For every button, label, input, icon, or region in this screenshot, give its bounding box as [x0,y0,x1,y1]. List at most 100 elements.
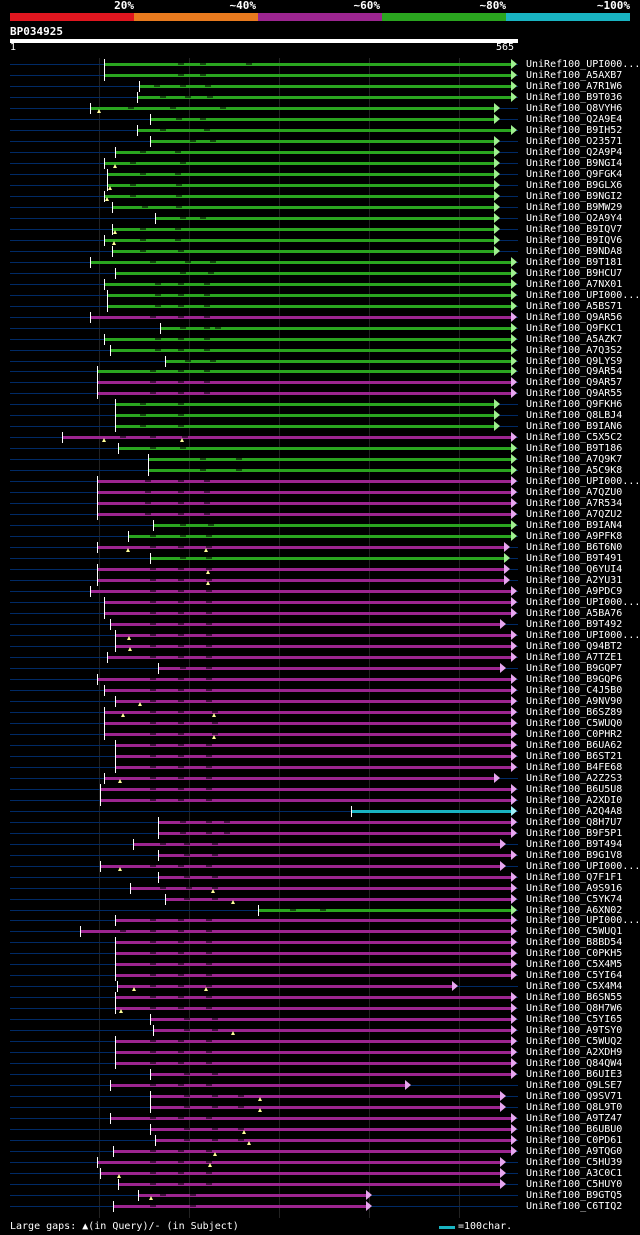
hit-row[interactable]: UniRef100_C5WUQ1 [0,926,640,938]
hit-row[interactable]: UniRef100_Q9LSE7 [0,1080,640,1092]
hit-label[interactable]: UniRef100_A9TQG0 [526,1146,623,1157]
hit-row[interactable]: UniRef100_A7Q3S2 [0,344,640,356]
hit-bar[interactable] [153,524,511,528]
hit-row[interactable]: UniRef100_A3C0C1 [0,1168,640,1179]
hit-label[interactable]: UniRef100_A5AZK7 [526,333,623,345]
hit-bar[interactable] [62,436,511,440]
hit-bar[interactable] [115,634,511,637]
hit-row[interactable]: UniRef100_B9T492 [0,619,640,630]
hit-bar[interactable] [107,304,511,308]
hit-label[interactable]: UniRef100_B9HCU7 [526,267,623,279]
hit-label[interactable]: UniRef100_B9IAN6 [526,421,623,433]
hit-bar[interactable] [97,579,504,583]
hit-row[interactable]: UniRef100_A9NV90 [0,695,640,707]
hit-label[interactable]: UniRef100_A7QZU0 [526,487,623,499]
hit-bar[interactable] [97,513,511,517]
hit-bar[interactable] [104,161,494,165]
hit-row[interactable]: UniRef100_C5HU39 [0,1157,640,1168]
hit-label[interactable]: UniRef100_Q9FGK4 [526,168,623,180]
hit-bar[interactable] [150,1018,511,1022]
hit-row[interactable]: UniRef100_B9NGI4 [0,157,640,169]
hit-bar[interactable] [115,919,511,923]
hit-row[interactable]: UniRef100_A7QZU2 [0,509,640,521]
hit-bar[interactable] [150,557,504,561]
hit-bar[interactable] [130,886,511,890]
hit-label[interactable]: UniRef100_B6T6N0 [526,542,623,554]
hit-row[interactable]: UniRef100_Q8H7W6 [0,1003,640,1015]
hit-label[interactable]: UniRef100_UPI000... [526,915,640,927]
hit-bar[interactable] [351,809,511,813]
hit-row[interactable]: UniRef100_B9GQP7 [0,662,640,674]
hit-label[interactable]: UniRef100_B9IH52 [526,124,623,136]
hit-row[interactable]: UniRef100_B9IQV6 [0,234,640,246]
hit-label[interactable]: UniRef100_B9GQP6 [526,673,623,685]
hit-row[interactable]: UniRef100_B8BD54 [0,937,640,949]
hit-bar[interactable] [104,776,494,780]
hit-label[interactable]: UniRef100_A2XDH9 [526,1047,623,1059]
hit-label[interactable]: UniRef100_B9NDA8 [526,245,623,257]
hit-row[interactable]: UniRef100_Q9FGK4 [0,168,640,180]
hit-row[interactable]: UniRef100_C4J5B0 [0,684,640,696]
hit-row[interactable]: UniRef100_A5C9K8 [0,465,640,477]
hit-label[interactable]: UniRef100_A2YU31 [526,575,623,587]
hit-row[interactable]: UniRef100_A5AXB7 [0,70,640,81]
hit-label[interactable]: UniRef100_A9TSY0 [526,1025,623,1037]
hit-row[interactable]: UniRef100_B9F5P1 [0,827,640,839]
hit-row[interactable]: UniRef100_A7Q9K7 [0,454,640,466]
hit-bar[interactable] [110,348,511,352]
hit-label[interactable]: UniRef100_B9GTQ5 [526,1189,623,1201]
hit-row[interactable]: UniRef100_A9S916 [0,882,640,894]
hit-bar[interactable] [138,1193,366,1197]
hit-row[interactable]: UniRef100_A7R1W6 [0,81,640,92]
hit-bar[interactable] [97,370,511,374]
hit-row[interactable]: UniRef100_C5X4M4 [0,981,640,993]
hit-row[interactable]: UniRef100_Q9FKC1 [0,322,640,334]
hit-bar[interactable] [104,710,511,714]
hit-label[interactable]: UniRef100_A5C9K8 [526,465,623,477]
hit-label[interactable]: UniRef100_Q9AR55 [526,388,623,400]
hit-bar[interactable] [80,930,511,934]
hit-row[interactable]: UniRef100_A7NX01 [0,278,640,290]
hit-label[interactable]: UniRef100_Q94BT2 [526,640,623,652]
hit-bar[interactable] [118,1183,500,1186]
hit-label[interactable]: UniRef100_C5X5C2 [526,432,623,444]
hit-row[interactable]: UniRef100_A2XDI0 [0,794,640,806]
hit-bar[interactable] [115,699,511,703]
hit-bar[interactable] [112,227,494,231]
hit-label[interactable]: UniRef100_C5YI65 [526,1014,623,1026]
hit-bar[interactable] [100,864,500,868]
hit-row[interactable]: UniRef100_A2Z2S3 [0,772,640,784]
hit-label[interactable]: UniRef100_A2Z2S3 [526,772,623,784]
hit-label[interactable]: UniRef100_B6UA62 [526,739,623,751]
hit-bar[interactable] [115,644,511,648]
hit-row[interactable]: UniRef100_A9PFK8 [0,531,640,543]
hit-label[interactable]: UniRef100_B6ST21 [526,750,623,762]
hit-label[interactable]: UniRef100_A5BA76 [526,608,623,619]
hit-bar[interactable] [115,952,511,956]
hit-row[interactable]: UniRef100_Q9LYS9 [0,355,640,367]
hit-bar[interactable] [115,425,494,429]
hit-bar[interactable] [165,897,511,901]
hit-label[interactable]: UniRef100_B9IQV7 [526,223,623,235]
hit-bar[interactable] [139,85,511,88]
hit-bar[interactable] [158,875,511,879]
hit-bar[interactable] [148,458,511,462]
hit-row[interactable]: UniRef100_B9NDA8 [0,245,640,257]
hit-bar[interactable] [100,798,511,802]
hit-label[interactable]: UniRef100_B6UBU0 [526,1124,623,1136]
hit-row[interactable]: UniRef100_Q94BT2 [0,640,640,652]
hit-label[interactable]: UniRef100_B9GLX6 [526,179,623,191]
hit-label[interactable]: UniRef100_C4J5B0 [526,684,623,696]
hit-label[interactable]: UniRef100_B9NGI2 [526,190,623,202]
hit-row[interactable]: UniRef100_B6SN55 [0,992,640,1004]
hit-row[interactable]: UniRef100_A2YU31 [0,575,640,587]
hit-row[interactable]: UniRef100_B9NGI2 [0,190,640,202]
hit-bar[interactable] [115,403,494,407]
hit-label[interactable]: UniRef100_C5WUQ1 [526,926,623,938]
hit-bar[interactable] [128,535,511,539]
hit-label[interactable]: UniRef100_C5YK74 [526,893,623,905]
hit-bar[interactable] [104,194,494,198]
hit-row[interactable]: UniRef100_Q2A9Y4 [0,212,640,224]
hit-bar[interactable] [110,1084,405,1088]
hit-bar[interactable] [115,1062,511,1066]
